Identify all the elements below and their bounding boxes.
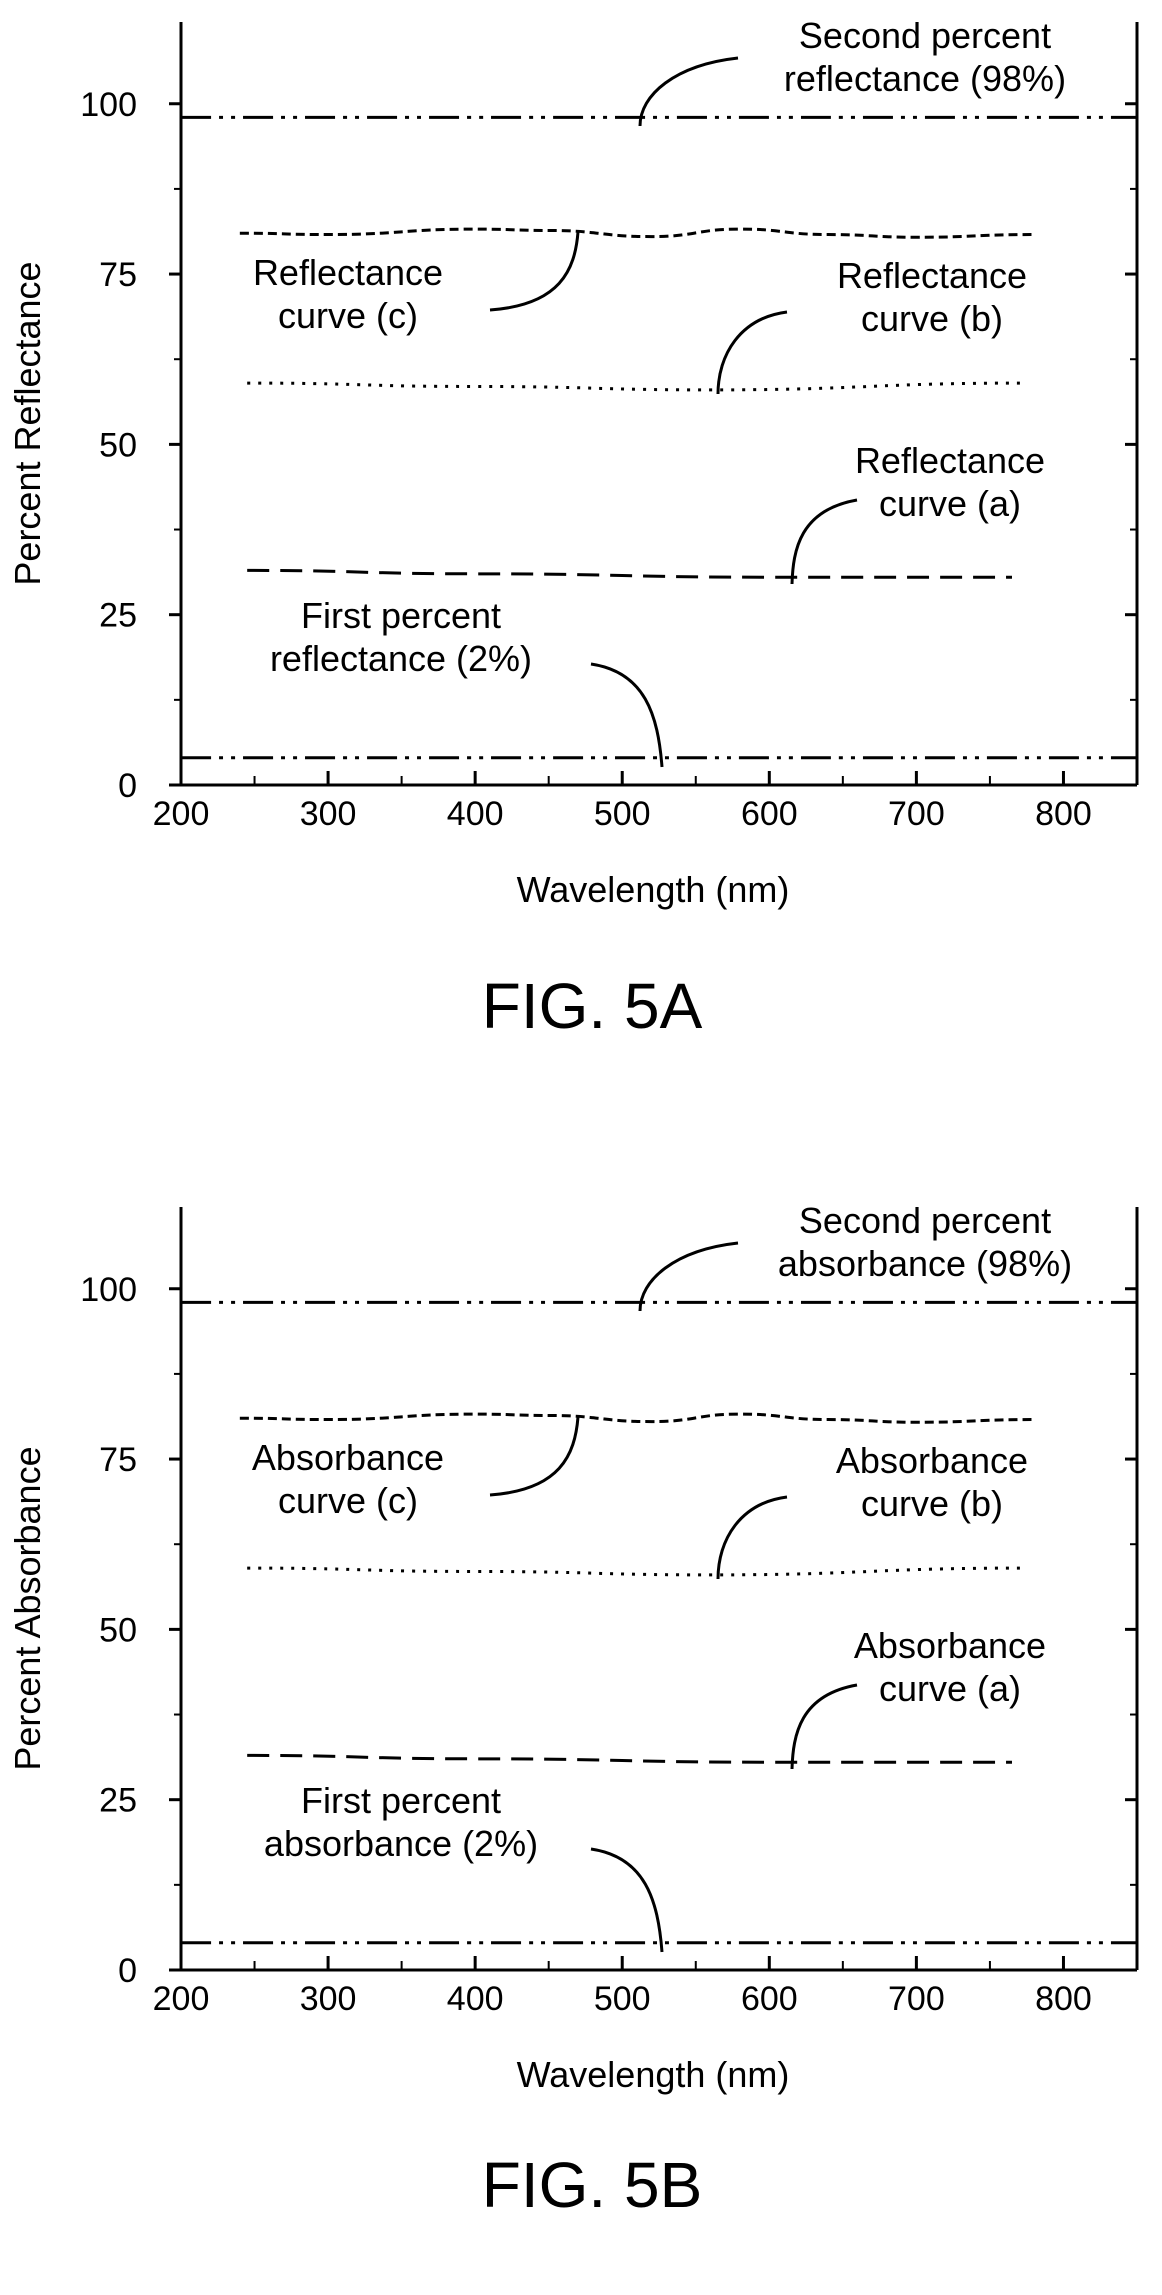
first-percent-label-leader	[590, 662, 664, 768]
figure-caption: FIG. 5B	[482, 2149, 703, 2221]
x-tick-label: 600	[741, 1980, 798, 2018]
curve-b-label: Reflectance curve (b)	[837, 255, 1027, 339]
curve-a-label: Absorbance curve (a)	[854, 1625, 1046, 1709]
figure-5b: 200 300 400 500 600 700 800 0 25 50 75 100 Wavelengt…	[0, 1185, 1162, 2295]
y-tick-label: 50	[99, 426, 137, 464]
second-percent-label-leader	[638, 1241, 739, 1312]
figure-5a: 200 300 400 500 600 700 800 0 25 50 75 100 Wavelengt…	[0, 0, 1162, 1110]
second-percent-label-leader	[638, 56, 739, 127]
curve-c-label-leader	[489, 1416, 580, 1497]
x-tick-label: 200	[153, 1980, 210, 2018]
x-tick-label: 500	[594, 795, 651, 833]
curve-a-label-leader	[790, 498, 858, 585]
curve-a-label: Reflectance curve (a)	[855, 440, 1045, 524]
curve-b	[247, 381, 1027, 392]
curve-b	[247, 1566, 1027, 1577]
figure-caption: FIG. 5A	[482, 970, 703, 1042]
y-tick-label: 75	[99, 256, 137, 294]
second-percent-label: Second percent absorbance (98%)	[778, 1200, 1072, 1284]
curve-c-label-leader	[489, 231, 580, 312]
first-percent-label: First percent absorbance (2%)	[264, 1780, 538, 1864]
curve-c-label: Absorbance curve (c)	[252, 1437, 444, 1521]
curve-c-label: Reflectance curve (c)	[253, 252, 443, 336]
reflectance-chart: 200 300 400 500 600 700 800 0 25 50 75 100 Wavelengt…	[7, 15, 1139, 1042]
y-tick-label: 100	[80, 1271, 137, 1309]
x-tick-label: 800	[1035, 1980, 1092, 2018]
x-tick-label: 300	[300, 1980, 357, 2018]
y-tick-label: 0	[118, 1952, 137, 1990]
y-axis-title: Percent Reflectance	[7, 261, 48, 585]
x-tick-label: 700	[888, 1980, 945, 2018]
x-tick-label: 200	[153, 795, 210, 833]
x-tick-label: 400	[447, 1980, 504, 2018]
curve-b-label-leader	[716, 1495, 788, 1580]
x-tick-label: 600	[741, 795, 798, 833]
y-tick-label: 25	[99, 1782, 137, 1820]
x-axis-title: Wavelength (nm)	[517, 869, 790, 910]
curve-a	[247, 568, 1012, 579]
curve-c	[239, 227, 1035, 239]
x-tick-label: 500	[594, 1980, 651, 2018]
y-tick-label: 0	[118, 767, 137, 805]
y-tick-label: 50	[99, 1611, 137, 1649]
curve-a-label-leader	[790, 1683, 858, 1770]
curve-a	[247, 1753, 1012, 1764]
y-tick-label: 75	[99, 1441, 137, 1479]
first-percent-label-leader	[590, 1847, 664, 1953]
curve-c	[239, 1412, 1035, 1424]
x-axis-title: Wavelength (nm)	[517, 2054, 790, 2095]
absorbance-chart: 200 300 400 500 600 700 800 0 25 50 75 100 Wavelengt…	[7, 1200, 1139, 2221]
first-percent-label: First percent reflectance (2%)	[270, 595, 532, 679]
second-percent-label: Second percent reflectance (98%)	[784, 15, 1066, 99]
x-tick-label: 700	[888, 795, 945, 833]
curve-b-label-leader	[716, 310, 788, 395]
x-tick-label: 300	[300, 795, 357, 833]
y-axis-title: Percent Absorbance	[7, 1446, 48, 1770]
x-tick-label: 800	[1035, 795, 1092, 833]
y-tick-label: 100	[80, 86, 137, 124]
curve-b-label: Absorbance curve (b)	[836, 1440, 1028, 1524]
x-tick-label: 400	[447, 795, 504, 833]
y-tick-label: 25	[99, 597, 137, 635]
